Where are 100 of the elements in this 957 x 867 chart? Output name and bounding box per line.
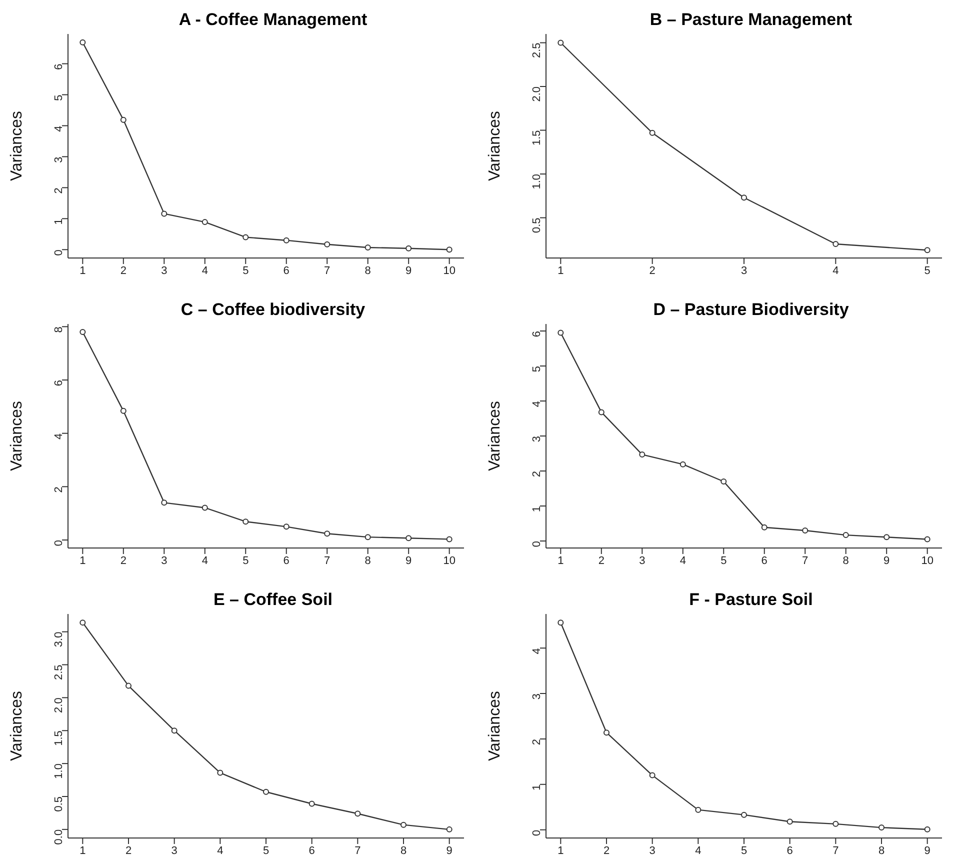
- x-tick-label: 5: [924, 264, 930, 277]
- point: [406, 535, 412, 542]
- point: [161, 500, 168, 506]
- x-tick-label: 8: [842, 554, 849, 567]
- point: [802, 528, 808, 534]
- y-tick-label: 3.0: [52, 632, 65, 648]
- y-axis-title: Variances: [8, 111, 26, 181]
- y-tick-label: 3: [530, 436, 543, 442]
- point: [406, 245, 412, 252]
- y-tick-label: 4: [52, 433, 65, 440]
- x-tick-label: 6: [308, 844, 315, 857]
- x-tick-label: 4: [680, 554, 686, 567]
- y-tick-label: 0: [52, 540, 65, 546]
- x-tick-label: 2: [125, 844, 132, 857]
- y-tick-label: 2.0: [52, 698, 65, 713]
- y-tick-label: 1: [530, 784, 543, 791]
- x-tick-label: 7: [324, 264, 330, 277]
- x-tick-label: 6: [283, 264, 290, 277]
- x-tick-label: 8: [878, 844, 885, 857]
- point: [649, 772, 656, 778]
- point: [324, 241, 330, 248]
- x-tick-label: 9: [924, 844, 930, 857]
- x-tick-label: 8: [364, 264, 371, 277]
- point: [242, 234, 249, 240]
- x-tick-label: 8: [400, 844, 407, 857]
- x-tick-label: 2: [120, 554, 126, 567]
- x-tick-label: 3: [171, 844, 178, 857]
- x-tick-label: 3: [161, 264, 168, 277]
- point: [558, 620, 564, 626]
- x-tick-label: 1: [558, 844, 564, 857]
- chart-title: A - Coffee Management: [178, 10, 368, 30]
- x-tick-label: 3: [649, 844, 656, 857]
- x-tick-label: 7: [832, 844, 839, 857]
- x-tick-label: 10: [443, 554, 456, 567]
- y-axis-title: Variances: [486, 111, 504, 181]
- y-tick-label: 1.0: [52, 764, 65, 779]
- chart-title: C – Coffee biodiversity: [180, 300, 366, 320]
- y-tick-label: 4: [530, 648, 543, 654]
- point: [202, 219, 208, 226]
- point: [324, 530, 330, 537]
- point: [604, 730, 610, 736]
- point: [639, 452, 646, 458]
- point: [680, 461, 686, 468]
- x-tick-label: 9: [406, 264, 412, 277]
- y-axis-title: Variances: [8, 691, 26, 761]
- y-tick-label: 3: [530, 694, 543, 700]
- x-tick-label: 1: [558, 554, 564, 567]
- x-tick-label: 3: [740, 264, 748, 277]
- point: [283, 524, 290, 530]
- x-tick-label: 2: [120, 264, 126, 277]
- x-tick-label: 1: [80, 264, 86, 277]
- x-tick-label: 9: [446, 844, 452, 857]
- y-tick-label: 2: [52, 486, 65, 493]
- x-tick-label: 6: [283, 554, 290, 567]
- point: [446, 536, 452, 542]
- point: [761, 524, 768, 530]
- x-tick-label: 5: [720, 554, 727, 567]
- point: [283, 237, 290, 244]
- x-tick-label: 7: [802, 554, 808, 567]
- point: [924, 826, 930, 832]
- x-tick-label: 10: [443, 264, 456, 277]
- y-tick-label: 1: [52, 218, 65, 225]
- chart-title: B – Pasture Management: [648, 10, 854, 30]
- y-tick-label: 2.0: [530, 86, 543, 102]
- point: [695, 806, 702, 813]
- y-tick-label: 5: [52, 94, 65, 101]
- x-tick-label: 2: [649, 264, 656, 277]
- point: [786, 818, 793, 825]
- x-tick-label: 5: [242, 554, 249, 567]
- point: [446, 246, 452, 253]
- point: [878, 824, 884, 831]
- x-tick-label: 5: [262, 844, 270, 857]
- point: [924, 536, 930, 542]
- y-tick-label: 5: [530, 366, 543, 372]
- y-tick-label: 2.5: [52, 664, 65, 680]
- x-tick-label: 9: [884, 554, 890, 567]
- point: [884, 534, 890, 540]
- x-tick-label: 7: [324, 554, 330, 567]
- y-tick-label: 0.5: [530, 218, 543, 234]
- chart-title: E – Coffee Soil: [212, 590, 334, 610]
- x-tick-label: 10: [921, 554, 934, 567]
- point: [161, 210, 168, 217]
- point: [242, 518, 249, 525]
- point: [842, 532, 849, 538]
- x-tick-label: 4: [202, 264, 208, 277]
- y-tick-label: 1.0: [530, 174, 543, 190]
- y-tick-label: 0: [530, 541, 543, 548]
- y-tick-label: 2: [530, 738, 543, 746]
- y-tick-label: 8: [52, 326, 65, 333]
- y-tick-label: 1.5: [52, 730, 65, 746]
- y-tick-label: 6: [52, 64, 65, 70]
- y-tick-label: 2.5: [530, 42, 543, 58]
- x-tick-label: 4: [832, 264, 839, 277]
- x-tick-label: 4: [217, 844, 224, 857]
- point: [741, 812, 747, 818]
- point: [80, 329, 86, 335]
- chart-title: D – Pasture Biodiversity: [652, 300, 850, 320]
- point: [364, 244, 371, 250]
- y-tick-label: 2: [530, 471, 543, 478]
- x-tick-label: 6: [786, 844, 793, 857]
